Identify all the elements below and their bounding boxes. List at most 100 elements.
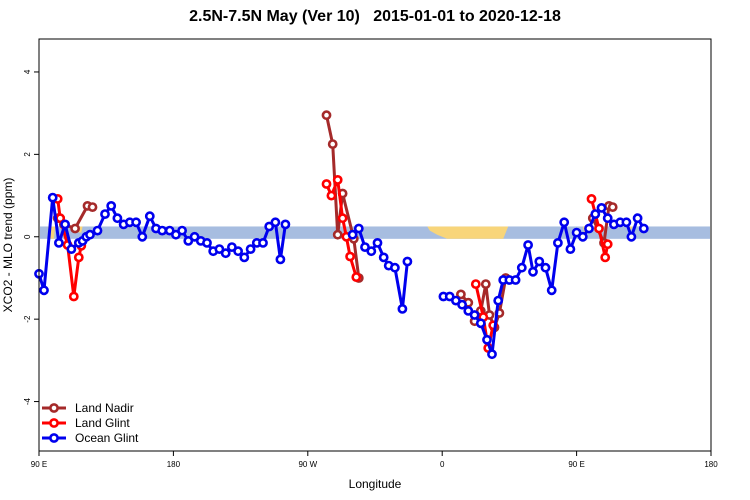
ocean-glint-point	[553, 237, 563, 248]
ocean-glint-point	[378, 252, 389, 263]
ocean-glint-point	[360, 242, 370, 252]
ocean-glint-point	[347, 229, 358, 240]
ocean-glint-point	[457, 299, 467, 310]
ocean-glint-point	[534, 256, 545, 267]
ocean-glint-point	[565, 244, 576, 254]
land-nadir-point	[455, 289, 466, 300]
ocean-glint-point	[463, 305, 474, 316]
ocean-glint-point	[214, 244, 225, 254]
ocean-glint-point	[66, 244, 77, 254]
land-nadir-point	[321, 110, 332, 121]
ocean-glint-point	[516, 262, 527, 273]
ocean-glint-point	[475, 318, 486, 329]
land-glint-point	[73, 252, 84, 263]
ocean-glint-point	[546, 285, 557, 296]
ocean-glint-point	[280, 219, 291, 230]
ocean-glint-point	[590, 209, 601, 219]
ocean-glint-point	[596, 202, 607, 213]
legend-marker	[49, 418, 59, 428]
ocean-glint-line	[351, 227, 409, 311]
chart-title: 2.5N-7.5N May (Ver 10) 2015-01-01 to 202…	[189, 8, 561, 25]
ocean-band	[40, 226, 710, 239]
ocean-glint-point	[264, 221, 275, 232]
legend-label: Ocean Glint	[75, 431, 139, 445]
ocean-glint-point	[233, 246, 243, 257]
ocean-glint-point	[183, 235, 194, 246]
ocean-glint-point	[638, 223, 649, 234]
x-tick-label: 180	[167, 460, 181, 469]
land-nadir-point	[327, 139, 338, 149]
land-glint-point	[321, 179, 332, 189]
legend-label: Land Nadir	[75, 401, 134, 415]
ocean-glint-point	[144, 211, 155, 222]
land-nadir-point	[480, 279, 491, 289]
ocean-glint-point	[487, 349, 497, 360]
series-layer	[34, 110, 649, 360]
land-glint-point	[586, 193, 597, 204]
land-glint-point	[326, 190, 337, 201]
ocean-glint-point	[632, 213, 643, 224]
y-tick-label: 2	[23, 152, 32, 157]
land-glint-point	[345, 251, 355, 262]
ocean-glint-point	[353, 223, 364, 234]
land-nadir-point	[332, 229, 343, 240]
ocean-glint-point	[85, 229, 95, 240]
land-glint-point	[332, 174, 343, 185]
legend-item-land-nadir: Land Nadir	[42, 401, 134, 415]
ocean-glint-point	[131, 217, 141, 228]
ocean-glint-point	[493, 295, 504, 306]
land-nadir-point	[607, 202, 618, 212]
y-tick-label: -4	[23, 397, 32, 405]
ocean-glint-point	[270, 217, 281, 228]
y-tick-label: 4	[23, 69, 32, 74]
ocean-glint-point	[584, 223, 594, 234]
ocean-glint-point	[202, 237, 212, 248]
y-tick-label: -2	[23, 315, 32, 323]
ocean-glint-point	[626, 231, 637, 242]
ocean-glint-point	[54, 237, 64, 248]
ocean-glint-point	[602, 213, 613, 224]
land-glint-point	[470, 279, 481, 289]
ocean-glint-point	[39, 285, 49, 296]
ocean-glint-point	[528, 266, 538, 277]
ocean-glint-point	[621, 217, 632, 228]
legend-label: Land Glint	[75, 416, 130, 430]
ocean-glint-point	[245, 244, 256, 254]
ocean-glint-point	[510, 275, 521, 285]
ocean-glint-point	[559, 217, 570, 228]
ocean-glint-point	[239, 252, 250, 263]
land-glint-point	[68, 291, 79, 302]
series-ocean-glint	[34, 192, 649, 360]
ocean-glint-point	[112, 213, 123, 224]
ocean-glint-point	[220, 248, 231, 259]
ocean-glint-point	[523, 240, 533, 250]
axis-layer: 90 E 180 90 W 0 90 E 180 -4 -2 0 2 4	[23, 69, 718, 469]
ocean-glint-point	[106, 200, 117, 211]
ocean-glint-point	[157, 225, 168, 236]
ocean-glint-point	[482, 334, 492, 345]
ocean-glint-point	[100, 209, 110, 219]
land-nadir-point	[70, 223, 80, 234]
ocean-glint-point	[540, 262, 551, 273]
ocean-glint-point	[389, 262, 400, 273]
series-land-glint	[52, 174, 613, 353]
y-axis-label: XCO2 - MLO trend (ppm)	[1, 178, 15, 313]
land-patch	[427, 226, 509, 239]
ocean-glint-point	[47, 192, 58, 203]
x-tick-label: 90 W	[298, 460, 317, 469]
ocean-glint-point	[137, 231, 148, 242]
land-nadir-point	[87, 202, 98, 212]
ocean-glint-point	[469, 310, 480, 320]
ocean-glint-point	[60, 219, 70, 230]
ocean-glint-point	[402, 256, 413, 267]
land-glint-point	[337, 213, 348, 224]
land-glint-point	[600, 252, 611, 263]
x-tick-label: 0	[440, 460, 445, 469]
y-tick-label: 0	[23, 234, 32, 239]
legend-marker	[49, 433, 59, 443]
x-tick-label: 180	[704, 460, 718, 469]
ocean-glint-point	[177, 225, 187, 236]
ocean-glint-point	[372, 237, 383, 248]
legend-marker	[49, 403, 59, 413]
